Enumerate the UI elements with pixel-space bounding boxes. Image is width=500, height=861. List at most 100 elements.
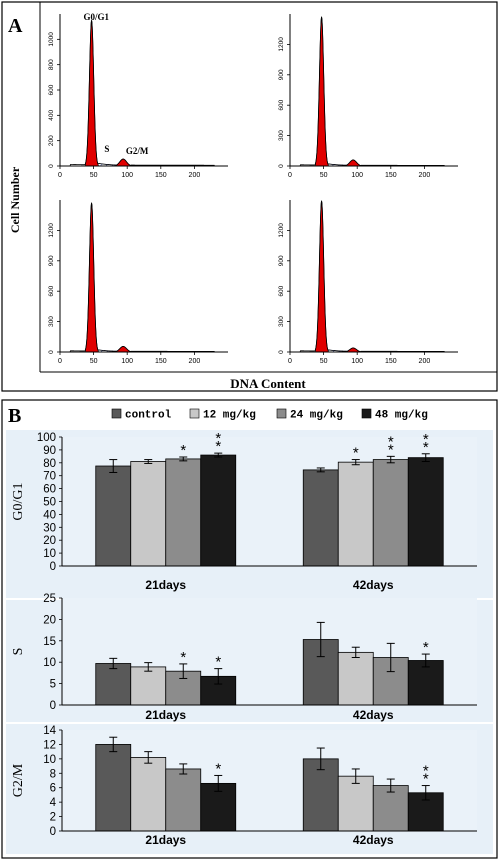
legend-swatch [189,408,200,419]
bar [302,469,339,567]
bar [95,744,132,832]
y-tick-label: 300 [278,130,285,141]
x-tick-label: 200 [419,358,431,365]
bar [165,768,202,832]
y-tick-label: 40 [43,509,56,521]
bar [337,775,374,832]
x-tick-label: 50 [320,172,328,179]
bar-chart-g0g1: 0102030405060708090100G0/G1***21days****… [11,430,477,592]
bar [95,663,132,706]
y-tick-label: 300 [48,316,55,327]
y-tick-label: 60 [43,484,56,496]
significance-star: * [423,639,429,656]
y-tick-label: 20 [43,535,56,547]
x-tick-label: 50 [320,358,328,365]
histogram-outline [60,20,215,167]
y-axis-label: S [11,648,26,656]
g2m-label: G2/M [126,146,149,156]
x-tick-label: 0 [58,172,62,179]
y-axis-label: G0/G1 [11,482,26,520]
y-tick-label: 0 [50,561,56,573]
bar [372,785,409,832]
bar [407,457,444,567]
y-tick-label: 20 [43,614,56,626]
x-tick-label: 100 [121,358,133,365]
legend-label: 48 mg/kg [375,410,428,422]
histogram-outline [290,16,445,167]
y-tick-label: 6 [50,783,56,795]
panel-a-label: A [8,15,23,37]
y-tick-label: 900 [48,255,55,266]
x-tick-label: 100 [351,172,363,179]
y-tick-label: 1200 [48,223,55,238]
histogram-4: 0 50 100 150 200 0 300 600 900 1200 [278,199,458,365]
y-tick-label: 90 [43,445,56,457]
x-tick-label: 0 [288,172,292,179]
y-tick-label: 0 [278,350,285,354]
bar [200,454,237,567]
category-label: 21days [145,833,186,847]
significance-star: * [388,433,394,450]
y-tick-label: 70 [43,471,56,483]
significance-star: * [215,654,221,671]
category-label: 42days [353,708,394,722]
y-tick-label: 400 [48,110,55,121]
y-tick-label: 12 [43,739,56,751]
x-tick-label: 100 [121,172,133,179]
x-tick-label: 200 [419,172,431,179]
y-tick-label: 800 [48,59,55,70]
significance-star: * [215,760,221,777]
x-tick-label: 150 [385,358,397,365]
y-tick-label: 600 [48,84,55,95]
significance-star: * [215,438,221,455]
y-tick-label: 900 [278,69,285,80]
significance-star: * [423,431,429,448]
significance-star: * [388,441,394,458]
panel-b-label: B [8,405,21,427]
legend-label: control [125,410,172,422]
y-tick-label: 50 [43,497,56,509]
x-tick-label: 50 [90,358,98,365]
significance-star: * [423,771,429,788]
significance-star: * [353,445,359,462]
bar [337,461,374,567]
g0g1-label: G0/G1 [84,12,110,22]
bar-chart-s: 0 5 10 15 20 25 S * * 21days * 42days [11,593,477,722]
bar [130,666,167,706]
y-tick-label: 1000 [48,32,55,47]
y-tick-label: 200 [48,135,55,146]
y-tick-label: 4 [50,797,57,809]
y-tick-label: 0 [48,350,55,354]
histogram-3: 0 50 100 150 200 0 300 600 900 1200 [48,200,228,365]
y-tick-label: 900 [278,255,285,266]
significance-star: * [180,649,186,666]
panel-a-ylabel: Cell Number [8,166,22,233]
y-tick-label: 600 [278,99,285,110]
x-tick-label: 100 [351,358,363,365]
x-tick-label: 150 [385,172,397,179]
y-tick-label: 0 [48,164,55,168]
histogram-1: 0 50 100 150 200 0 200 400 600 800 1000 G0/G1 S G2/M [48,12,228,179]
legend-swatch [276,408,287,419]
category-label: 42days [353,833,394,847]
y-tick-label: 30 [43,522,56,534]
y-tick-label: 15 [43,636,56,648]
legend-swatch [111,408,122,419]
legend: control 12 mg/kg 24 mg/kg 48 mg/kg [111,408,428,422]
bar [95,465,132,567]
category-label: 21days [145,578,186,592]
legend-swatch [361,408,372,419]
bar [130,757,167,832]
y-tick-label: 300 [278,316,285,327]
y-tick-label: 10 [43,754,56,766]
y-tick-label: 1200 [278,223,285,238]
y-tick-label: 0 [50,700,56,712]
y-tick-label: 2 [50,812,56,824]
significance-star: * [423,763,429,780]
y-tick-label: 600 [278,285,285,296]
significance-star: * [215,430,221,447]
bar-charts: 0102030405060708090100G0/G1***21days****… [6,430,493,854]
